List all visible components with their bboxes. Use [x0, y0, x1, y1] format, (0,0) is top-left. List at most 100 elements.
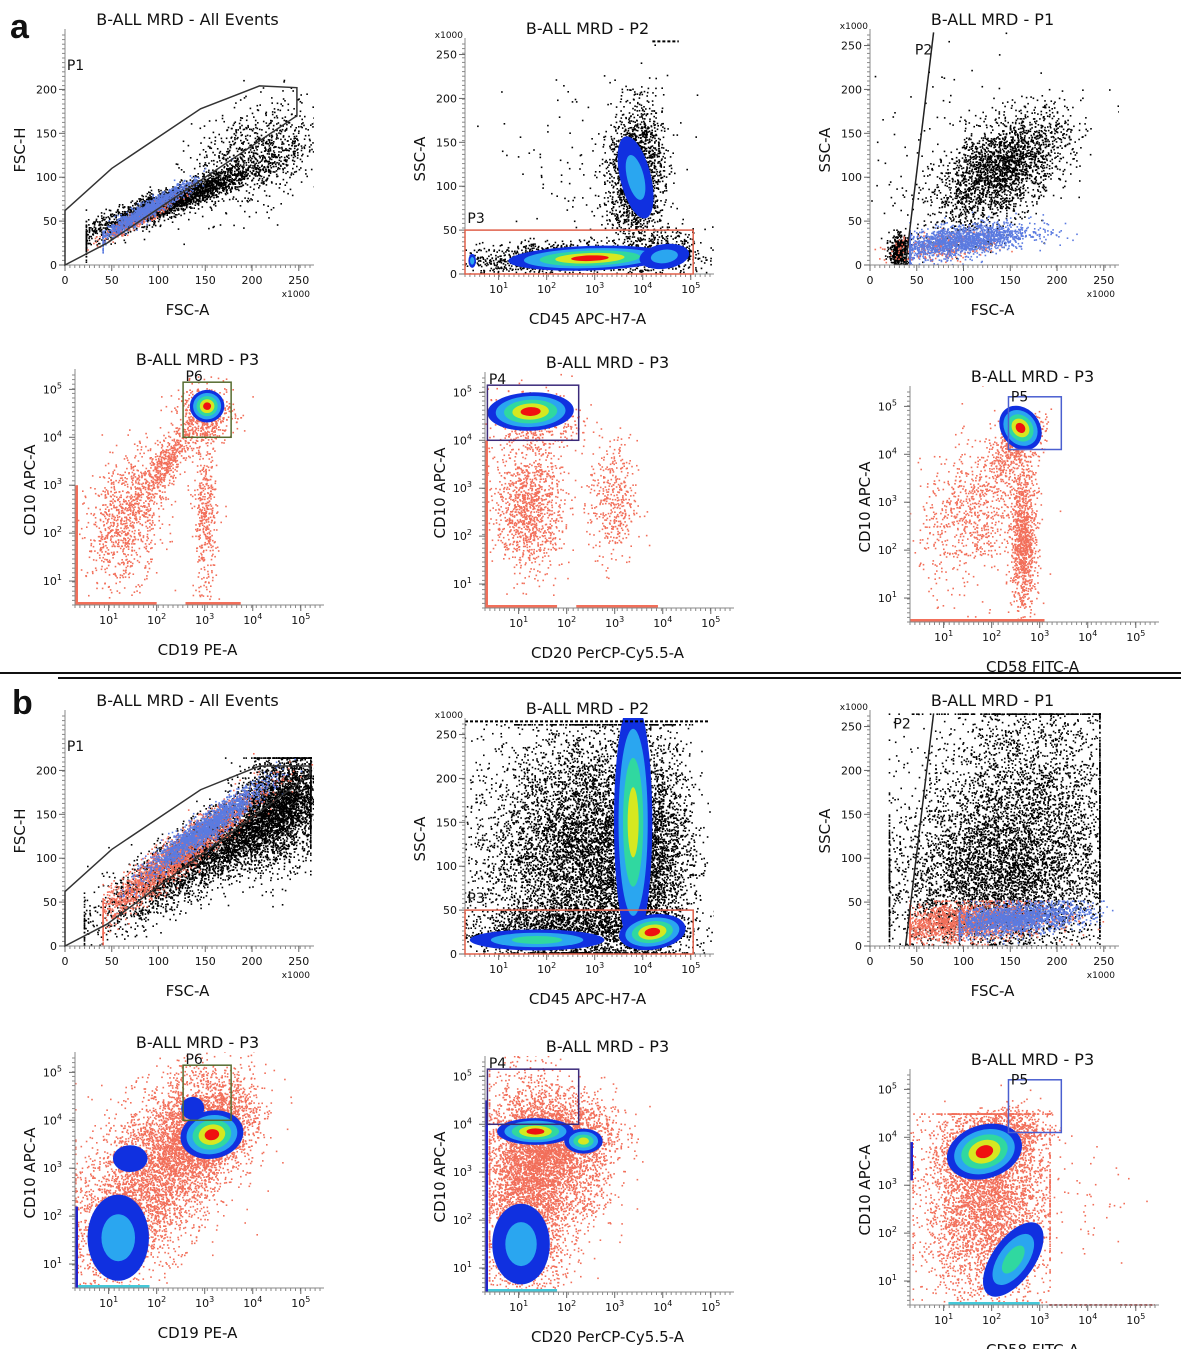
event-dot [262, 178, 264, 180]
event-dot [237, 137, 239, 139]
event-dot [294, 141, 296, 143]
event-dot [269, 145, 271, 147]
event-dot [225, 187, 227, 189]
event-dot [292, 160, 294, 162]
event-dot [152, 202, 154, 204]
event-dot [176, 163, 178, 165]
event-dot [154, 223, 156, 225]
event-dot [113, 224, 115, 226]
event-dot [277, 224, 279, 226]
event-dot [250, 157, 252, 159]
event-dot [102, 218, 104, 220]
event-dot [131, 208, 133, 210]
event-dot [273, 207, 275, 209]
event-dot [104, 219, 106, 221]
event-dot [258, 173, 260, 175]
x-tick-label: 50 [105, 274, 119, 287]
event-dot [317, 137, 319, 139]
event-dot [286, 165, 288, 167]
event-dot [226, 168, 228, 170]
event-dot [227, 158, 229, 160]
event-dot [236, 148, 238, 150]
event-dot [220, 184, 222, 186]
event-dot [237, 169, 239, 171]
event-dot [266, 122, 268, 124]
event-dot [298, 98, 300, 100]
event-dot [266, 125, 268, 127]
event-dot [173, 216, 175, 218]
event-dot [129, 217, 131, 219]
event-dot [218, 173, 220, 175]
event-dot [127, 235, 129, 237]
event-dot [180, 184, 182, 186]
event-dot [247, 169, 249, 171]
event-dot [332, 159, 334, 161]
event-dot [133, 229, 135, 231]
event-dot [284, 149, 286, 151]
event-dot [190, 179, 192, 181]
event-dot [181, 179, 183, 181]
event-dot [258, 143, 260, 145]
event-dot [180, 190, 182, 192]
event-dot [123, 218, 125, 220]
event-dot [257, 146, 259, 148]
event-dot [301, 102, 303, 104]
event-dot [86, 224, 88, 226]
event-dot [142, 199, 144, 201]
event-dot [149, 194, 151, 196]
event-dot [142, 212, 144, 214]
event-dot [185, 202, 187, 204]
event-dot [122, 226, 124, 228]
event-dot [206, 185, 208, 187]
event-dot [250, 108, 252, 110]
event-dot [226, 190, 228, 192]
event-dot [97, 233, 99, 235]
event-dot [270, 165, 272, 167]
event-dot [252, 113, 254, 115]
event-dot [133, 217, 135, 219]
event-dot [254, 132, 256, 134]
event-dot [248, 159, 250, 161]
event-dot [269, 161, 271, 163]
event-dot [222, 118, 224, 120]
event-dot [174, 210, 176, 212]
event-dot [247, 139, 249, 141]
event-dot [130, 209, 132, 211]
population-1 [163, 80, 398, 245]
event-dot [86, 209, 88, 211]
event-dot [206, 198, 208, 200]
event-dot [309, 151, 311, 153]
event-dot [296, 138, 298, 140]
event-dot [198, 177, 200, 179]
event-dot [284, 130, 286, 132]
event-dot [264, 167, 266, 169]
event-dot [274, 154, 276, 156]
event-dot [90, 244, 92, 246]
event-dot [198, 189, 200, 191]
event-dot [270, 150, 272, 152]
event-dot [257, 175, 259, 177]
event-dot [276, 162, 278, 164]
event-dot [136, 201, 138, 203]
event-dot [279, 160, 281, 162]
event-dot [92, 230, 94, 232]
event-dot [169, 196, 171, 198]
event-dot [148, 205, 150, 207]
event-dot [249, 135, 251, 137]
event-dot [274, 146, 276, 148]
event-dot [108, 230, 110, 232]
event-dot [250, 198, 252, 200]
event-dot [143, 201, 145, 203]
event-dot [160, 198, 162, 200]
event-dot [277, 169, 279, 171]
event-dot [244, 174, 246, 176]
event-dot [125, 216, 127, 218]
event-dot [129, 219, 131, 221]
event-dot [186, 206, 188, 208]
event-dot [181, 186, 183, 188]
event-dot [225, 194, 227, 196]
event-dot [293, 108, 295, 110]
event-dot [94, 224, 96, 226]
event-dot [241, 179, 243, 181]
